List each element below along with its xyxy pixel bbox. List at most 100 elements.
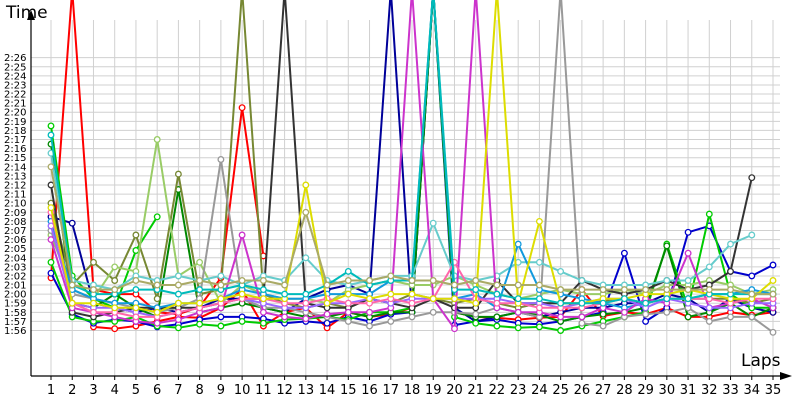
data-point	[47, 269, 55, 277]
data-point	[769, 290, 777, 298]
y-tick-label: 2:24	[4, 71, 26, 82]
data-point	[174, 316, 182, 324]
data-point	[535, 304, 543, 312]
data-point	[408, 299, 416, 307]
data-point	[663, 286, 671, 294]
data-point	[132, 313, 140, 321]
data-point	[323, 310, 331, 318]
data-point	[514, 295, 522, 303]
y-tick-label: 2:03	[4, 262, 26, 273]
data-point	[535, 258, 543, 266]
data-point	[47, 163, 55, 171]
data-point	[663, 308, 671, 316]
data-point	[429, 277, 437, 284]
data-point	[684, 295, 692, 303]
data-point	[174, 281, 182, 289]
data-point	[557, 327, 565, 334]
y-tick-label: 2:22	[4, 90, 26, 101]
y-tick-label: 1:58	[4, 308, 26, 319]
data-point	[281, 281, 289, 289]
data-point	[769, 261, 777, 269]
data-point	[153, 213, 161, 221]
data-point	[259, 308, 267, 316]
data-point	[493, 322, 501, 330]
y-tick-label: 2:20	[4, 108, 26, 119]
data-point	[620, 286, 628, 294]
x-tick-labels: 1 2 3 4 5 6 7 8 9 10 11 12 13 14 15 16 17 18 19 20 21 22 23 24 2…	[47, 383, 781, 398]
x-tick-label: 29	[637, 383, 654, 398]
data-point	[408, 277, 416, 284]
data-point	[174, 299, 182, 307]
x-tick-label: 28	[616, 383, 633, 398]
data-point	[174, 290, 182, 298]
data-point	[47, 236, 55, 244]
data-point	[514, 308, 522, 316]
data-point	[642, 317, 650, 325]
data-point	[111, 304, 119, 312]
x-tick-label: 16	[361, 383, 378, 398]
data-point	[174, 308, 182, 316]
y-tick-label: 2:02	[4, 271, 26, 282]
data-point	[769, 328, 777, 336]
data-point	[47, 258, 55, 266]
data-point	[408, 313, 416, 321]
data-point	[111, 325, 119, 333]
data-point	[620, 308, 628, 316]
data-point	[578, 319, 586, 327]
x-tick-label: 24	[531, 383, 548, 398]
data-point	[663, 242, 671, 250]
data-point	[238, 231, 246, 239]
data-point	[153, 281, 161, 289]
data-point	[217, 281, 225, 289]
data-point	[90, 258, 97, 266]
data-point	[748, 290, 756, 298]
data-point	[705, 304, 713, 312]
data-point	[366, 277, 373, 284]
y-tick-label: 2:10	[4, 199, 26, 210]
axes	[27, 10, 792, 380]
y-tick-label: 1:57	[4, 317, 26, 328]
data-point	[472, 299, 480, 307]
y-tick-label: 2:16	[4, 144, 26, 155]
data-point	[196, 286, 204, 294]
data-point	[174, 324, 182, 332]
data-point	[387, 290, 395, 298]
data-point	[535, 217, 543, 225]
data-point	[153, 136, 161, 143]
data-point	[620, 249, 628, 257]
data-point	[663, 295, 671, 303]
y-tick-label: 2:15	[4, 153, 26, 164]
data-point	[68, 299, 76, 307]
data-point	[578, 313, 586, 321]
data-point	[748, 313, 756, 321]
y-tick-label: 2:06	[4, 235, 26, 246]
data-point	[111, 286, 119, 294]
data-point	[132, 304, 140, 312]
series-line	[50, 0, 774, 330]
data-point	[748, 272, 756, 280]
data-point	[302, 290, 310, 298]
data-point	[599, 286, 607, 294]
x-tick-label: 6	[153, 383, 161, 398]
data-point	[429, 295, 437, 303]
x-tick-label: 5	[132, 383, 140, 398]
y-tick-label: 2:12	[4, 180, 26, 191]
data-point	[302, 315, 310, 323]
data-point	[302, 254, 310, 262]
x-tick-label: 2	[68, 383, 76, 398]
y-tick-labels: 1:561:571:581:592:002:012:022:032:042:05…	[4, 53, 26, 337]
y-tick-label: 1:59	[4, 299, 26, 310]
data-point	[238, 290, 246, 298]
data-point	[47, 131, 55, 139]
data-point	[47, 204, 55, 212]
data-point	[514, 281, 522, 289]
data-point	[429, 308, 437, 316]
data-point	[90, 299, 97, 307]
y-tick-label: 2:00	[4, 290, 26, 301]
y-tick-label: 2:01	[4, 281, 26, 292]
data-point	[557, 267, 565, 275]
data-point	[196, 258, 204, 266]
data-point	[535, 281, 543, 289]
x-tick-label: 9	[217, 383, 225, 398]
series-lines	[47, 0, 777, 336]
